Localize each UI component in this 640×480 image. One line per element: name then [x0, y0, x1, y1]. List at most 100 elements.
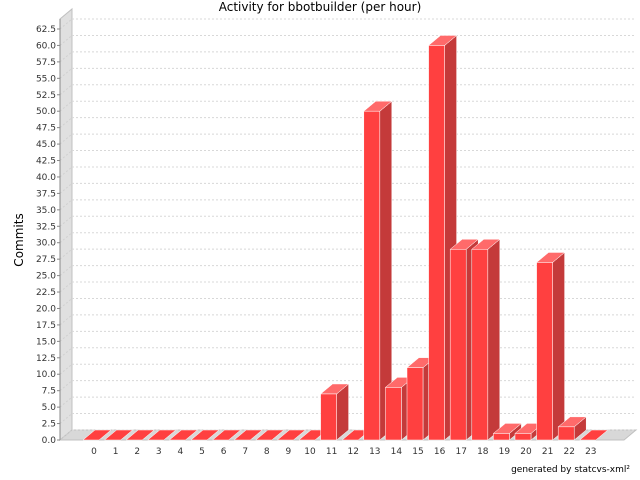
bar [233, 429, 263, 441]
y-tick-label: 5.0 [42, 403, 57, 413]
grid-wall-line [59, 67, 73, 79]
grid-wall-line [59, 150, 73, 161]
y-tick-label: 35.0 [36, 206, 56, 216]
bar-front [320, 393, 337, 441]
grid-wall-line [59, 248, 73, 260]
bar-flat [168, 429, 199, 441]
bar [211, 429, 242, 441]
bar-flat [255, 429, 285, 441]
bar-flat [147, 429, 177, 441]
bar-front [363, 110, 381, 441]
x-tick-label: 23 [585, 447, 596, 457]
y-tick-label: 10.0 [36, 370, 56, 380]
y-tick-label: 17.5 [36, 321, 56, 331]
generated-by-footer: generated by statcvs-xml² [511, 465, 630, 475]
x-tick-label: 5 [199, 447, 205, 457]
bar [319, 383, 350, 441]
bar [471, 238, 501, 441]
x-tick-label: 18 [477, 447, 489, 457]
x-tick-label: 13 [369, 447, 380, 457]
x-tick-label: 9 [286, 447, 292, 457]
x-tick-label: 22 [563, 447, 574, 457]
y-tick-label: 30.0 [36, 239, 56, 249]
bar-flat [190, 429, 220, 441]
grid-wall-line [59, 314, 73, 326]
y-tick-label: 25.0 [36, 272, 56, 282]
bar-side [552, 251, 565, 441]
bar-front [493, 433, 510, 441]
bar-flat [103, 429, 134, 441]
y-tick-label: 7.5 [42, 387, 56, 397]
grid-wall-line [59, 84, 73, 96]
bar [363, 100, 393, 441]
bar [168, 429, 199, 441]
y-tick-label: 60.0 [36, 41, 56, 51]
y-tick-label: 22.5 [36, 288, 56, 298]
bar-front [449, 249, 467, 441]
y-tick-label: 37.5 [36, 189, 56, 199]
y-tick-label: 62.5 [36, 25, 56, 35]
bar [557, 416, 587, 441]
x-tick-label: 16 [434, 447, 446, 457]
grid-wall-line [59, 183, 73, 194]
bar [82, 429, 112, 441]
grid-wall-line [59, 396, 73, 408]
x-tick-label: 10 [304, 447, 316, 457]
grid-wall-line [59, 117, 73, 129]
y-tick-label: 47.5 [36, 124, 56, 134]
bar-flat [82, 429, 112, 441]
grid-wall-line [59, 166, 73, 178]
x-tick-label: 0 [91, 447, 97, 457]
x-tick-label: 21 [542, 447, 553, 457]
y-tick-label: 40.0 [36, 173, 56, 183]
y-tick-label: 27.5 [36, 255, 56, 265]
grid-wall-line [59, 298, 73, 309]
bar-front [557, 426, 575, 441]
bar [255, 429, 285, 441]
y-tick-label: 20.0 [36, 304, 56, 314]
y-tick-label: 2.5 [42, 420, 56, 430]
grid-wall-line [59, 380, 73, 392]
y-tick-label: 12.5 [36, 354, 56, 364]
y-tick-label: 57.5 [36, 58, 56, 68]
bar [492, 422, 523, 441]
grid-wall-line [59, 51, 73, 63]
bar-front [428, 45, 445, 441]
y-tick-label: 0.0 [42, 436, 57, 446]
bar-flat [211, 429, 242, 441]
grid-wall-line [59, 18, 73, 30]
x-tick-label: 8 [264, 447, 270, 457]
chart-title: Activity for bbotbuilder (per hour) [218, 0, 422, 14]
y-tick-label: 50.0 [36, 107, 56, 117]
bar-front [385, 387, 402, 441]
bar-front [471, 249, 489, 441]
y-tick-label: 42.5 [36, 157, 56, 167]
grid-wall-line [59, 281, 73, 293]
x-tick-label: 14 [391, 447, 403, 457]
bar [103, 429, 134, 441]
grid-wall-line [59, 363, 73, 375]
grid-wall-line [59, 35, 73, 46]
y-axis-label: Commits [12, 213, 26, 266]
x-tick-label: 2 [134, 447, 140, 457]
grid-wall-line [59, 133, 73, 145]
y-tick-label: 45.0 [36, 140, 56, 150]
x-tick-label: 11 [326, 447, 337, 457]
x-tick-label: 15 [412, 447, 423, 457]
bar [579, 429, 609, 441]
y-tick-label: 15.0 [36, 337, 56, 347]
x-tick-label: 1 [113, 447, 119, 457]
bar [535, 251, 566, 441]
y-tick-label: 32.5 [36, 222, 56, 232]
bar [276, 429, 307, 441]
bar-flat [233, 429, 263, 441]
bar-front [406, 367, 424, 441]
grid-wall-line [59, 199, 73, 211]
left-wall [59, 7, 73, 442]
bar-front [536, 262, 553, 441]
grid-wall-line [59, 429, 73, 441]
bar-front [514, 433, 532, 441]
x-tick-label: 20 [520, 447, 532, 457]
x-tick-label: 7 [242, 447, 248, 457]
bar [190, 429, 220, 441]
